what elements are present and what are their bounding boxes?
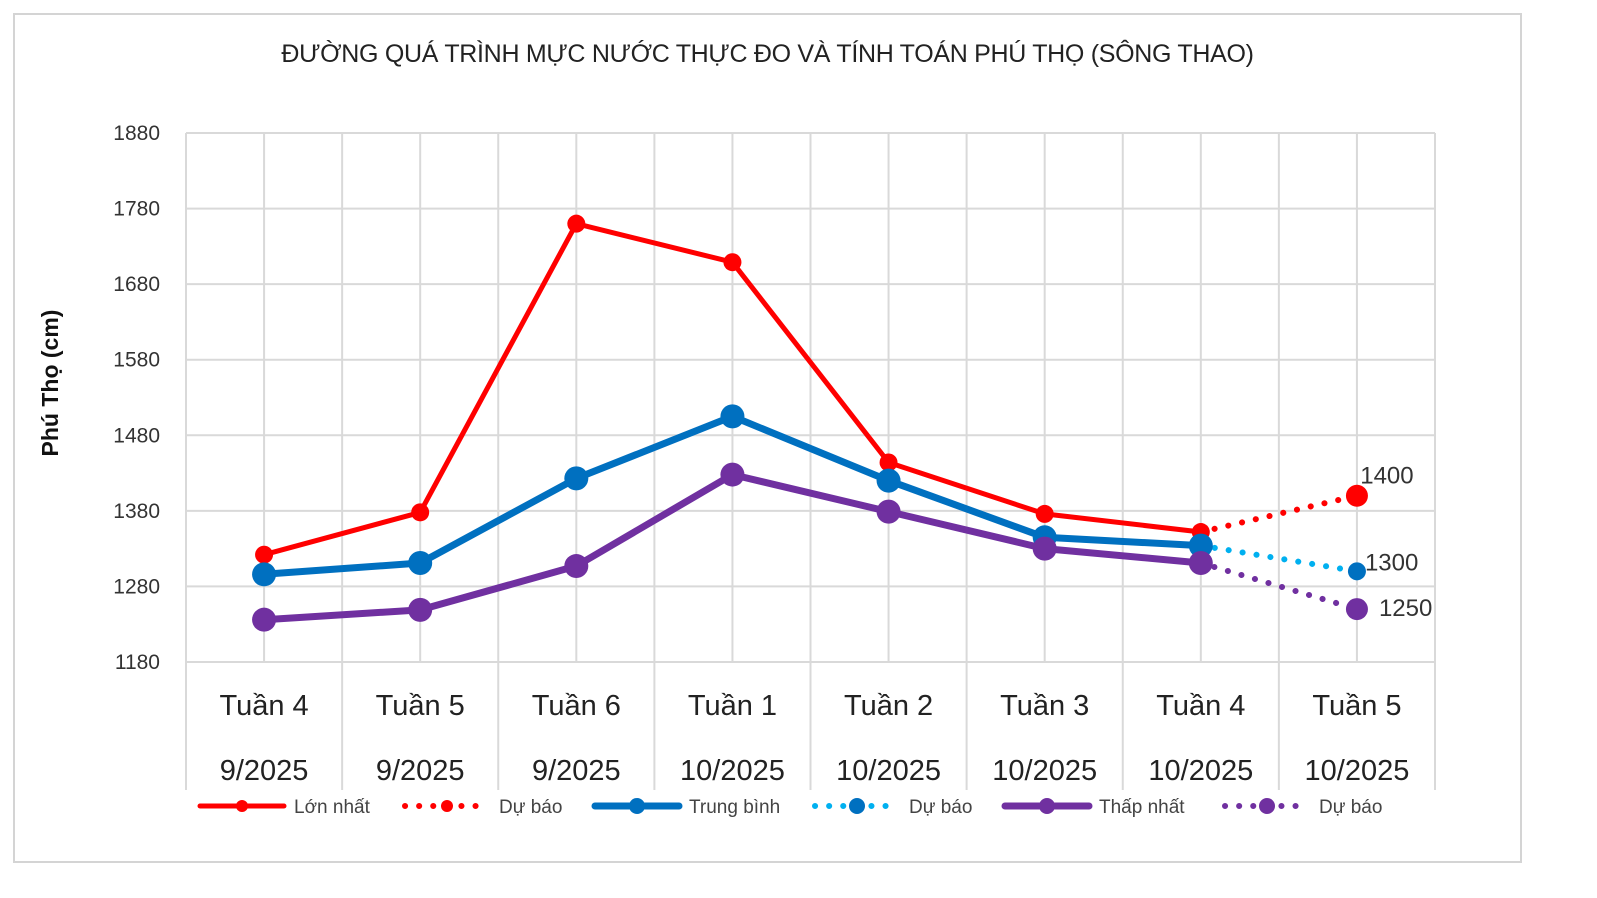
data-point	[252, 562, 277, 587]
x-category-month-label: 10/2025	[1148, 755, 1253, 787]
x-category-week-label: Tuần 2	[844, 690, 933, 722]
y-tick-label: 1880	[113, 122, 160, 145]
x-category-week-label: Tuần 4	[1156, 690, 1245, 722]
data-labels: 1400 1300 1250	[1360, 463, 1432, 622]
series-points	[252, 214, 1368, 632]
y-tick-label: 1380	[113, 500, 160, 523]
y-tick-label: 1280	[113, 575, 160, 598]
data-point	[1188, 551, 1213, 576]
y-tick-label: 1780	[113, 198, 160, 221]
y-tick-label: 1580	[113, 349, 160, 372]
legend-entry-label: Dự báo	[1319, 797, 1382, 818]
data-point	[1035, 504, 1054, 523]
legend-swatch-marker	[441, 800, 453, 812]
x-category-week-label: Tuần 6	[532, 690, 621, 722]
y-tick-label: 1180	[115, 651, 160, 674]
x-category-month-label: 9/2025	[532, 755, 621, 787]
data-point	[564, 554, 589, 579]
x-axis-categories: Tuần 4 9/2025 Tuần 5 9/2025 Tuần 6 9/2025 Tuần…	[219, 690, 1409, 787]
series-line-6	[1197, 560, 1360, 613]
x-category-week-label: Tuần 1	[688, 690, 777, 722]
x-category-week-label: Tuần 4	[219, 690, 308, 722]
legend-entry-label: Lớn nhất	[294, 797, 371, 818]
legend-swatch-marker	[1259, 798, 1275, 814]
legend-swatch-marker	[236, 800, 248, 812]
legend-entry-label: Thấp nhất	[1099, 797, 1185, 818]
data-point	[723, 253, 742, 272]
y-tick-label: 1480	[113, 424, 160, 447]
data-point	[411, 503, 430, 522]
data-point	[255, 545, 274, 564]
legend-swatch-marker	[849, 798, 865, 814]
y-axis-label: Phú Thọ (cm)	[37, 310, 63, 457]
x-category-week-label: Tuần 5	[1312, 690, 1401, 722]
gridlines	[185, 132, 1436, 663]
x-category-month-label: 9/2025	[220, 755, 309, 787]
legend-entry-label: Dự báo	[909, 797, 972, 818]
x-category-month-label: 10/2025	[992, 755, 1097, 787]
data-point	[564, 466, 589, 491]
data-point	[408, 597, 433, 622]
x-category-month-label: 10/2025	[836, 755, 941, 787]
data-point	[876, 468, 901, 493]
data-label: 1400	[1360, 463, 1413, 490]
chart-title: ĐƯỜNG QUÁ TRÌNH MỰC NƯỚC THỰC ĐO VÀ TÍNH…	[281, 40, 1254, 68]
data-point	[1345, 598, 1368, 621]
data-point	[408, 551, 433, 576]
legend-swatch-marker	[629, 798, 645, 814]
series-line-4	[1197, 542, 1360, 575]
data-point	[720, 462, 745, 487]
x-category-month-label: 10/2025	[680, 755, 785, 787]
x-category-week-label: Tuần 5	[376, 690, 465, 722]
data-point	[879, 453, 898, 472]
data-point	[1345, 484, 1368, 507]
data-point	[1032, 536, 1057, 561]
x-category-month-label: 9/2025	[376, 755, 465, 787]
x-category-month-label: 10/2025	[1305, 755, 1410, 787]
data-point	[567, 214, 586, 233]
y-tick-label: 1680	[113, 273, 160, 296]
y-axis-ticks: 1180 1280 1380 1480 1580 1680 1780 1880	[113, 122, 160, 674]
data-label: 1300	[1365, 549, 1418, 576]
data-point	[876, 499, 901, 524]
data-point	[1188, 533, 1213, 558]
data-point	[252, 607, 277, 632]
series-line-2	[1197, 492, 1360, 535]
data-point	[1347, 562, 1366, 581]
legend-swatch-marker	[1039, 798, 1055, 814]
legend: Lớn nhất Dự báo Trung bình Dự báo Thấp nhất D…	[197, 797, 1382, 818]
legend-entry-label: Trung bình	[689, 797, 780, 818]
data-label: 1250	[1379, 595, 1432, 622]
data-point	[720, 404, 745, 429]
axes	[185, 661, 1436, 790]
legend-entry-label: Dự báo	[499, 797, 562, 818]
x-category-week-label: Tuần 3	[1000, 690, 1089, 722]
